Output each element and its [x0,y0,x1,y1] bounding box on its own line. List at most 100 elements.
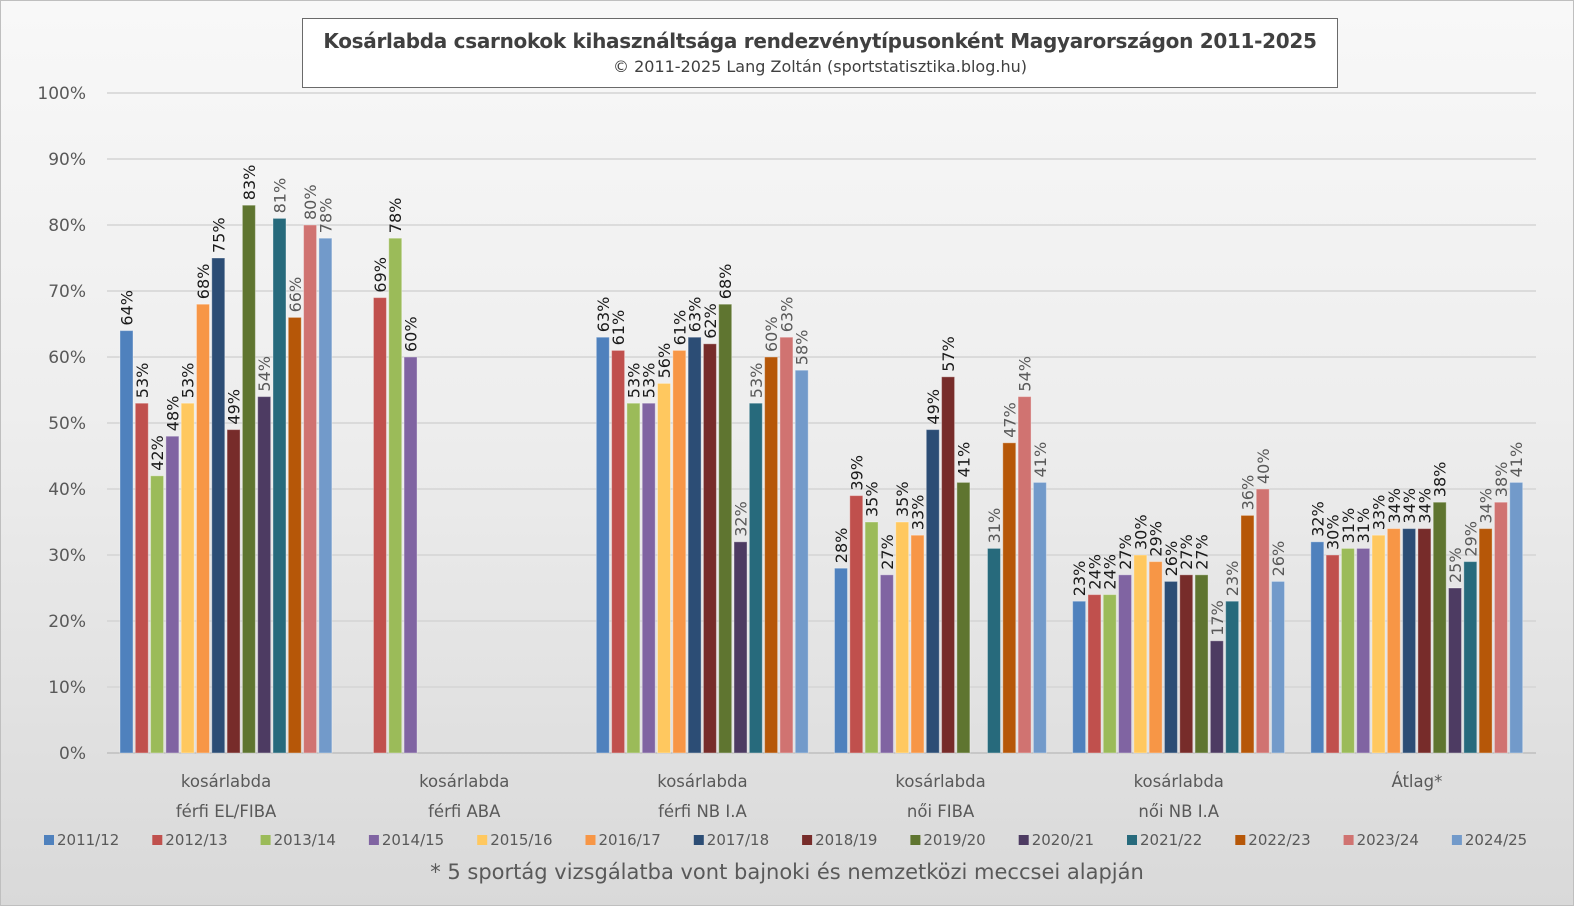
bar [372,297,387,754]
data-label: 32% [1308,501,1327,537]
data-label: 75% [209,217,228,253]
data-label: 53% [747,363,766,399]
bar [1032,481,1047,754]
legend-label: 2022/23 [1248,831,1310,849]
bar [1163,580,1178,754]
bar [1087,594,1102,754]
y-tick-label: 0% [59,744,86,764]
bar [226,429,241,754]
data-label: 81% [270,178,289,214]
x-category-label: kosárlabda [1134,772,1224,791]
data-label: 34% [1477,488,1496,524]
data-label: 36% [1238,475,1257,511]
bar [1386,528,1401,754]
gridlines [107,92,1536,754]
data-label: 34% [1400,488,1419,524]
data-label: 60% [762,316,781,352]
bar [794,369,809,754]
data-label: 48% [163,396,182,432]
bar [718,303,733,754]
bar [1209,640,1224,754]
data-label: 31% [985,508,1004,544]
bar [119,330,134,754]
data-label: 61% [670,310,689,346]
y-tick-label: 50% [48,414,86,434]
data-label: 35% [863,481,882,517]
legend-label: 2021/22 [1140,831,1202,849]
data-labels: 64%53%42%48%53%68%75%49%83%54%81%66%80%7… [117,165,1526,636]
data-label: 41% [1507,442,1526,478]
bar [611,349,626,754]
legend-item: 2014/15 [368,831,444,849]
bar [748,402,763,754]
data-label: 47% [1000,402,1019,438]
y-tick-label: 90% [48,150,86,170]
bar [941,376,956,754]
bar [1448,587,1463,754]
y-tick-label: 40% [48,480,86,500]
bar [1325,554,1340,754]
x-category-label: férfi NB I.A [658,802,747,821]
bar [241,204,256,754]
legend-item: 2015/16 [477,831,553,849]
data-label: 35% [893,481,912,517]
y-tick-label: 10% [48,678,86,698]
y-tick-label: 30% [48,546,86,566]
data-label: 26% [1162,541,1181,577]
legend-label: 2019/20 [923,831,985,849]
bar [180,402,195,754]
bar [1310,541,1325,754]
bar [403,356,418,754]
bar [910,534,925,754]
data-label: 17% [1208,600,1227,636]
footnote: * 5 sportág vizsgálatba vont bajnoki és … [430,860,1144,884]
x-category-label: kosárlabda [181,772,271,791]
data-label: 53% [133,363,152,399]
legend-item: 2011/12 [44,831,119,849]
bar [849,495,864,754]
data-label: 54% [1016,356,1035,392]
data-label: 69% [371,257,390,293]
data-label: 57% [939,336,958,372]
bar [1240,514,1255,754]
x-category-label: női FIBA [907,802,975,821]
data-label: 31% [1339,508,1358,544]
bar [1356,547,1371,754]
bar [318,237,333,754]
bar [925,429,940,754]
data-label: 40% [1254,448,1273,484]
bar [895,521,910,754]
y-tick-label: 70% [48,282,86,302]
y-tick-label: 20% [48,612,86,632]
bar [1102,594,1117,754]
data-label: 63% [594,297,613,333]
bar [1417,528,1432,754]
bar [1017,396,1032,754]
data-label: 41% [1031,442,1050,478]
bar [211,257,226,754]
legend-item: 2013/14 [260,831,336,849]
legend-item: 2019/20 [910,831,986,849]
bar [1432,501,1447,754]
bar [641,402,656,754]
x-category-label: női NB I.A [1138,802,1219,821]
legend-label: 2014/15 [382,831,444,849]
legend-swatch [260,835,271,845]
chart-subtitle: © 2011-2025 Lang Zoltán (sportstatisztik… [613,57,1027,76]
title-box: Kosárlabda csarnokok kihasználtsága rend… [302,18,1338,88]
bars [119,204,1524,754]
bar [1509,481,1524,754]
bar [956,481,971,754]
legend-swatch [802,835,813,845]
data-label: 30% [1324,514,1343,550]
legend-swatch [477,835,488,845]
x-category-label: férfi EL/FIBA [176,802,277,821]
data-label: 29% [1147,521,1166,557]
data-label: 49% [924,389,943,425]
legend-label: 2024/25 [1465,831,1527,849]
bar [1194,574,1209,754]
bar [1478,528,1493,754]
legend-label: 2015/16 [490,831,552,849]
data-label: 31% [1354,508,1373,544]
